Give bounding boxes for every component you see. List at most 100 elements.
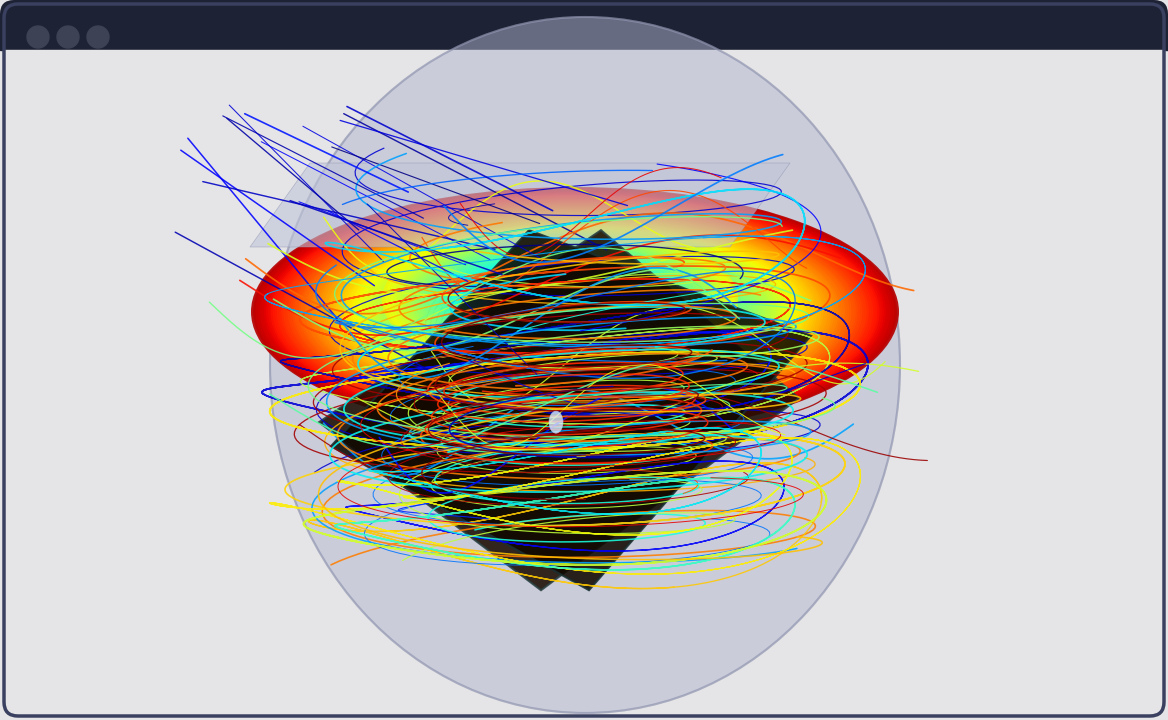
Polygon shape	[250, 163, 790, 247]
Ellipse shape	[274, 196, 875, 428]
Ellipse shape	[253, 188, 897, 436]
Ellipse shape	[540, 291, 580, 309]
Ellipse shape	[292, 203, 858, 420]
Ellipse shape	[310, 210, 841, 414]
Ellipse shape	[403, 234, 717, 366]
Ellipse shape	[442, 260, 709, 364]
Ellipse shape	[564, 307, 586, 316]
Ellipse shape	[544, 300, 605, 323]
Ellipse shape	[383, 238, 767, 386]
Ellipse shape	[515, 289, 635, 335]
Ellipse shape	[486, 278, 663, 346]
Ellipse shape	[266, 193, 884, 431]
Ellipse shape	[327, 216, 823, 408]
Ellipse shape	[445, 262, 704, 361]
Circle shape	[27, 26, 49, 48]
Ellipse shape	[516, 289, 633, 334]
Ellipse shape	[501, 284, 648, 340]
Ellipse shape	[436, 248, 684, 352]
Ellipse shape	[376, 235, 773, 388]
Ellipse shape	[472, 272, 679, 352]
Ellipse shape	[527, 286, 592, 313]
Ellipse shape	[478, 274, 673, 349]
Ellipse shape	[542, 292, 578, 307]
Ellipse shape	[541, 299, 610, 325]
Ellipse shape	[350, 225, 800, 398]
Ellipse shape	[439, 259, 711, 364]
Ellipse shape	[411, 238, 709, 362]
Ellipse shape	[556, 305, 595, 319]
Ellipse shape	[257, 189, 892, 434]
Ellipse shape	[417, 240, 703, 360]
Ellipse shape	[534, 296, 616, 328]
Ellipse shape	[434, 258, 715, 366]
Ellipse shape	[506, 285, 644, 338]
Ellipse shape	[398, 243, 752, 380]
Ellipse shape	[404, 246, 745, 377]
Ellipse shape	[374, 235, 776, 390]
Ellipse shape	[498, 282, 653, 342]
Ellipse shape	[474, 264, 646, 336]
Ellipse shape	[463, 269, 687, 355]
Ellipse shape	[454, 265, 696, 359]
Ellipse shape	[318, 213, 832, 411]
Ellipse shape	[426, 254, 724, 369]
Ellipse shape	[457, 266, 694, 358]
Ellipse shape	[509, 279, 611, 321]
Ellipse shape	[438, 248, 682, 351]
Ellipse shape	[420, 241, 700, 359]
Ellipse shape	[397, 231, 723, 369]
Ellipse shape	[405, 235, 715, 365]
Ellipse shape	[465, 260, 655, 340]
Ellipse shape	[353, 226, 798, 397]
Ellipse shape	[523, 292, 627, 332]
Ellipse shape	[470, 271, 681, 353]
Ellipse shape	[363, 230, 787, 393]
Ellipse shape	[322, 215, 828, 409]
Ellipse shape	[305, 208, 844, 416]
Ellipse shape	[406, 247, 744, 377]
Ellipse shape	[524, 285, 596, 315]
Ellipse shape	[315, 212, 834, 412]
Ellipse shape	[411, 248, 739, 375]
Ellipse shape	[515, 281, 605, 318]
Ellipse shape	[442, 250, 679, 350]
Ellipse shape	[381, 237, 770, 387]
Ellipse shape	[391, 229, 729, 371]
Ellipse shape	[399, 244, 750, 379]
Ellipse shape	[432, 246, 688, 354]
Ellipse shape	[460, 268, 689, 356]
Ellipse shape	[312, 210, 839, 413]
Ellipse shape	[554, 304, 597, 320]
Circle shape	[86, 26, 109, 48]
Ellipse shape	[342, 222, 808, 402]
Ellipse shape	[346, 224, 804, 400]
Ellipse shape	[519, 282, 602, 318]
Ellipse shape	[536, 290, 584, 310]
Ellipse shape	[359, 229, 791, 395]
Ellipse shape	[513, 288, 638, 336]
Ellipse shape	[426, 243, 694, 356]
Ellipse shape	[463, 258, 658, 341]
Ellipse shape	[534, 289, 586, 311]
Ellipse shape	[468, 261, 652, 338]
Ellipse shape	[549, 302, 600, 322]
Ellipse shape	[557, 305, 592, 318]
Ellipse shape	[447, 253, 673, 347]
Ellipse shape	[492, 271, 628, 328]
Ellipse shape	[320, 214, 830, 410]
Ellipse shape	[526, 292, 625, 331]
Ellipse shape	[501, 275, 619, 325]
Ellipse shape	[529, 294, 620, 329]
Ellipse shape	[559, 306, 590, 318]
Ellipse shape	[396, 243, 755, 381]
Ellipse shape	[503, 276, 617, 323]
Ellipse shape	[424, 253, 726, 370]
Ellipse shape	[528, 294, 623, 330]
Ellipse shape	[554, 297, 566, 302]
Ellipse shape	[450, 264, 701, 360]
Ellipse shape	[551, 296, 569, 304]
Ellipse shape	[429, 255, 722, 369]
Ellipse shape	[300, 206, 849, 418]
Ellipse shape	[566, 308, 584, 315]
